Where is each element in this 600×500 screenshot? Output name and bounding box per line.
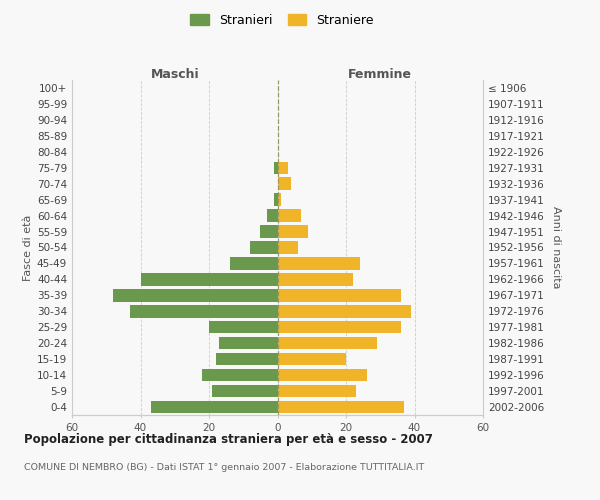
Bar	[209, 321, 278, 334]
Text: Popolazione per cittadinanza straniera per età e sesso - 2007: Popolazione per cittadinanza straniera p…	[24, 432, 433, 446]
Text: COMUNE DI NEMBRO (BG) - Dati ISTAT 1° gennaio 2007 - Elaborazione TUTTITALIA.IT: COMUNE DI NEMBRO (BG) - Dati ISTAT 1° ge…	[24, 462, 424, 471]
Text: Femmine: Femmine	[348, 68, 412, 81]
Bar	[260, 226, 278, 238]
Bar	[278, 257, 360, 270]
Bar	[250, 242, 278, 254]
Bar	[278, 178, 291, 190]
Bar	[278, 162, 288, 174]
Bar	[278, 305, 411, 318]
Bar	[216, 353, 278, 366]
Bar	[274, 162, 278, 174]
Bar	[219, 337, 278, 349]
Bar	[278, 273, 353, 285]
Bar	[151, 401, 278, 413]
Bar	[267, 210, 278, 222]
Bar	[140, 273, 278, 285]
Text: Maschi: Maschi	[151, 68, 199, 81]
Bar	[278, 321, 401, 334]
Bar	[278, 194, 281, 206]
Bar	[230, 257, 278, 270]
Bar	[278, 242, 298, 254]
Bar	[113, 289, 278, 302]
Bar	[278, 289, 401, 302]
Bar	[202, 369, 278, 382]
Bar	[278, 353, 346, 366]
Bar	[212, 385, 278, 398]
Bar	[274, 194, 278, 206]
Bar	[278, 401, 404, 413]
Bar	[278, 385, 356, 398]
Bar	[278, 210, 301, 222]
Legend: Stranieri, Straniere: Stranieri, Straniere	[185, 8, 379, 32]
Bar	[278, 337, 377, 349]
Bar	[278, 369, 367, 382]
Bar	[130, 305, 278, 318]
Y-axis label: Anni di nascita: Anni di nascita	[551, 206, 561, 288]
Y-axis label: Fasce di età: Fasce di età	[23, 214, 33, 280]
Bar	[278, 226, 308, 238]
